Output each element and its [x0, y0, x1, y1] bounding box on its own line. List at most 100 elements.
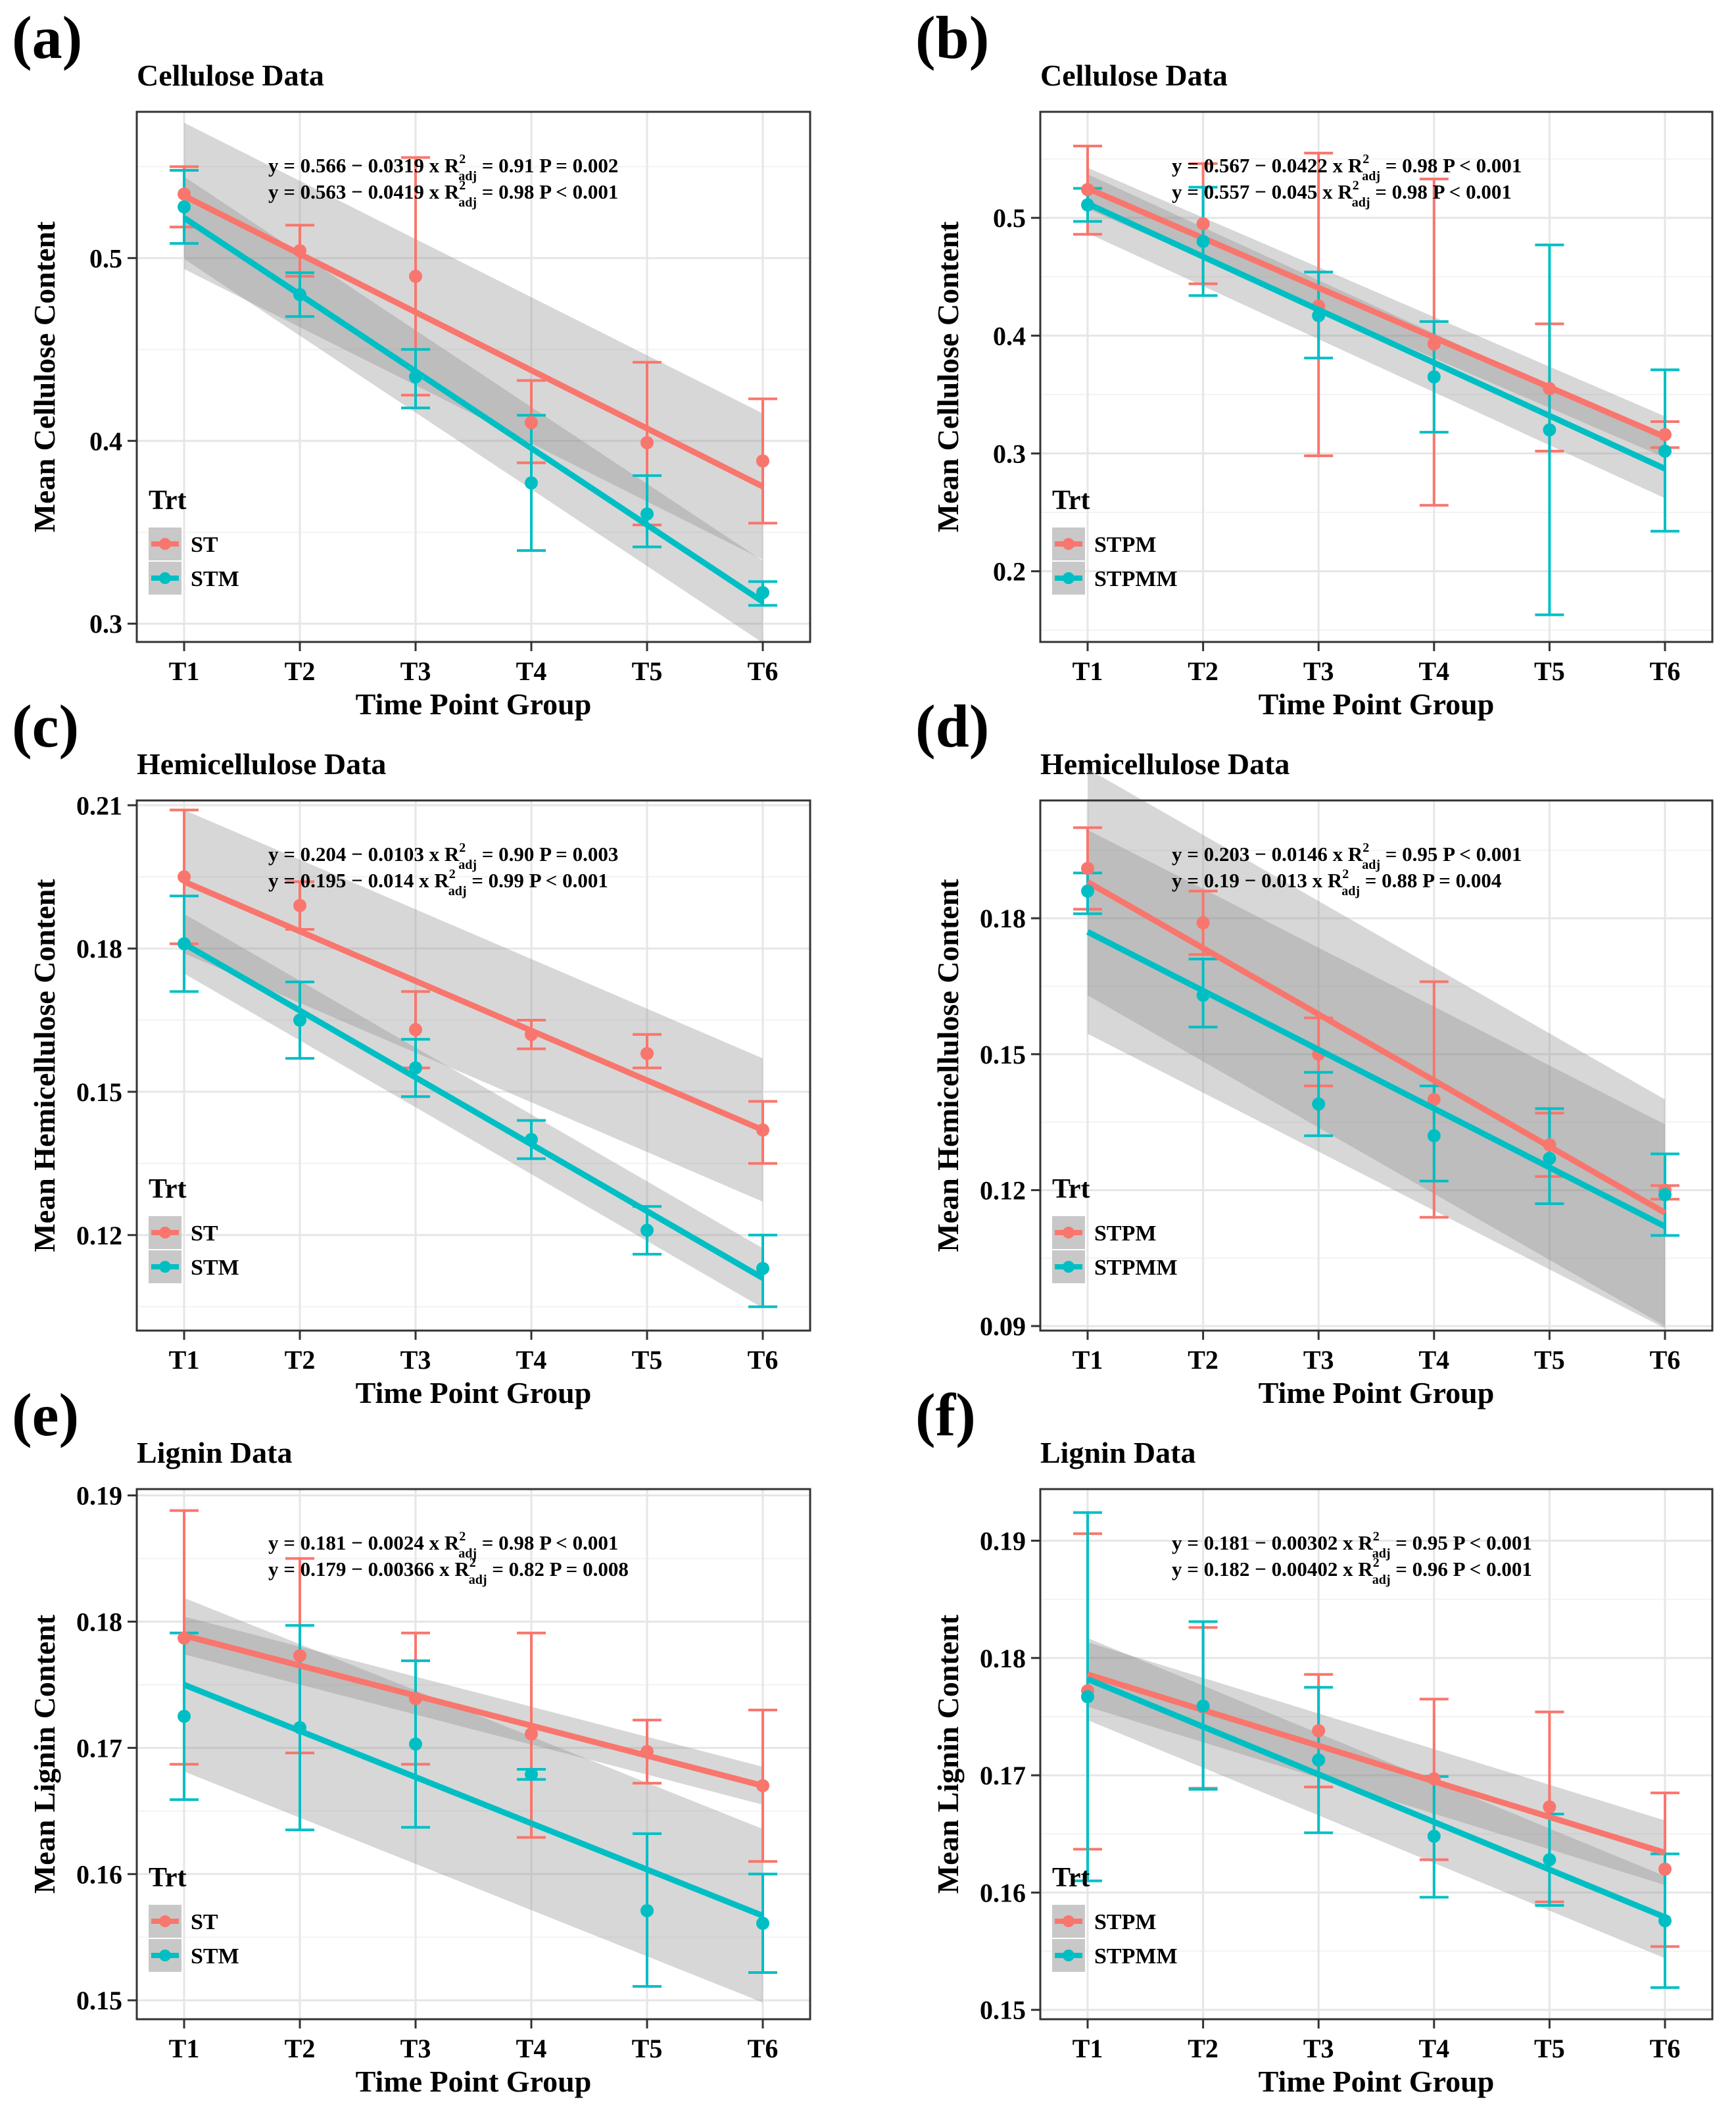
chart-a-point-stm: [409, 370, 422, 383]
chart-c-point-st: [293, 898, 306, 912]
chart-f: (f) Lignin Data 0.15 0.16 0.17 0.18 0.19 T1 T2 T3…: [915, 1381, 1714, 2098]
chart-f-plot-border: [1039, 1488, 1714, 2021]
chart-f-xtick-label: T1: [1073, 2034, 1103, 2063]
chart-e-equation-1: y = 0.181 − 0.0024 x R2 adj = 0.98 P < 0.…: [268, 1529, 618, 1561]
chart-b-xtick-label: T4: [1418, 656, 1449, 686]
chart-d-legend-title: Trt: [1052, 1174, 1090, 1204]
chart-a-point-st: [178, 187, 191, 201]
chart-b-ytick-label: 0.2: [993, 557, 1026, 587]
chart-b-panel-letter: (b): [915, 4, 989, 71]
chart-a-point-stm: [756, 585, 769, 599]
chart-d-legend-label-stpmm: STPMM: [1094, 1256, 1178, 1280]
chart-e-fit-line-stm: [183, 1682, 764, 1919]
chart-d-xtick-label: T5: [1534, 1345, 1565, 1375]
chart-c-y-axis-title: Mean Hemicellulose Content: [28, 879, 61, 1252]
chart-c-point-st: [640, 1046, 654, 1060]
chart-e-point-st: [178, 1631, 191, 1645]
chart-c-point-st: [525, 1027, 538, 1041]
chart-f-xtick-label: T3: [1303, 2034, 1334, 2063]
chart-a-ytick-label: 0.4: [89, 426, 122, 456]
chart-a-equation-1: y = 0.566 − 0.0319 x R2 adj = 0.91 P = 0.…: [268, 152, 618, 184]
chart-f-point-stpmm: [1312, 1753, 1326, 1767]
chart-f-title: Lignin Data: [1040, 1436, 1195, 1469]
chart-c-point-stm: [293, 1014, 306, 1027]
chart-e-xtick-label: T6: [748, 2034, 779, 2063]
chart-d-point-stpmm: [1658, 1188, 1672, 1202]
chart-c-xtick-label: T6: [748, 1345, 779, 1375]
chart-c-legend-dot-stm: [159, 1261, 171, 1273]
chart-d-xtick-label: T2: [1188, 1345, 1218, 1375]
chart-f-xtick-label: T2: [1188, 2034, 1218, 2063]
chart-c-ytick-label: 0.12: [76, 1221, 122, 1250]
chart-a-point-stm: [525, 476, 538, 490]
chart-a-title: Cellulose Data: [137, 59, 324, 92]
chart-d-title: Hemicellulose Data: [1040, 747, 1290, 781]
chart-e-legend-title: Trt: [149, 1863, 187, 1893]
chart-e-xtick-label: T3: [400, 2034, 431, 2063]
chart-b-xtick-label: T2: [1188, 656, 1218, 686]
chart-c-equation-2: y = 0.195 − 0.014 x R2 adj = 0.99 P < 0.0…: [268, 867, 608, 898]
chart-f-xtick-label: T4: [1418, 2034, 1449, 2063]
chart-f-ytick-label: 0.17: [980, 1761, 1026, 1790]
chart-e: (e) Lignin Data 0.15 0.16 0.17 0.18 0.19 T1 T2 T3…: [12, 1381, 811, 2098]
chart-b-ytick-label: 0.4: [993, 321, 1026, 351]
chart-a-legend-label-st: ST: [191, 533, 218, 557]
chart-e-plot-area: [137, 1489, 810, 2019]
chart-a-ytick-label: 0.5: [89, 243, 122, 273]
chart-c-title: Hemicellulose Data: [137, 747, 386, 781]
chart-e-point-stm: [178, 1709, 191, 1723]
chart-c-legend-dot-st: [159, 1227, 171, 1239]
chart-f-ytick-label: 0.18: [980, 1644, 1026, 1673]
chart-d-panel-letter: (d): [915, 693, 989, 760]
chart-a-xtick-label: T4: [516, 656, 547, 686]
chart-a-equation-2: y = 0.563 − 0.0419 x R2 adj = 0.98 P < 0.…: [268, 178, 618, 210]
chart-a-ytick-label: 0.3: [89, 609, 122, 639]
chart-d-point-stpmm: [1427, 1129, 1441, 1142]
chart-c-plot-border: [135, 799, 811, 1332]
chart-d-plot-border: [1039, 799, 1714, 1332]
chart-e-ytick-label: 0.18: [76, 1607, 122, 1637]
chart-e-point-st: [640, 1745, 654, 1759]
chart-d-ytick-label: 0.12: [980, 1175, 1026, 1205]
chart-b-legend-label-stpm: STPM: [1094, 533, 1156, 557]
chart-d-equation-1: y = 0.203 − 0.0146 x R2 adj = 0.95 P < 0.…: [1172, 841, 1522, 872]
chart-f-legend-label-stpmm: STPMM: [1094, 1944, 1178, 1969]
chart-c-fit-line-stm: [182, 941, 765, 1281]
chart-d-fit-line-stpm: [1086, 879, 1667, 1215]
chart-a-point-st: [756, 454, 769, 468]
chart-a-legend-dot-stm: [159, 572, 171, 584]
chart-e-xtick-label: T1: [169, 2034, 200, 2063]
chart-b-point-stpmm: [1658, 444, 1672, 458]
chart-f-y-axis-title: Mean Lignin Content: [931, 1614, 965, 1894]
chart-d-legend-dot-stpm: [1063, 1227, 1074, 1239]
chart-d-point-stpmm: [1081, 884, 1094, 898]
chart-e-panel-letter: (e): [12, 1381, 79, 1448]
chart-c-xtick-label: T5: [632, 1345, 663, 1375]
chart-b-legend-label-stpmm: STPMM: [1094, 567, 1178, 591]
chart-a-xtick-label: T3: [400, 656, 431, 686]
chart-b-equation-2: y = 0.557 − 0.045 x R2 adj = 0.98 P < 0.0…: [1172, 178, 1512, 210]
chart-d-y-axis-title: Mean Hemicellulose Content: [931, 879, 965, 1252]
chart-b-xtick-label: T1: [1073, 656, 1103, 686]
chart-e-point-st: [525, 1727, 538, 1741]
chart-a-xtick-label: T6: [748, 656, 779, 686]
chart-e-ytick-label: 0.15: [76, 1986, 122, 2015]
chart-e-xtick-label: T2: [285, 2034, 316, 2063]
chart-d-x-axis-title: Time Point Group: [1259, 1376, 1495, 1410]
chart-e-point-st: [293, 1649, 306, 1663]
chart-e-ytick-label: 0.19: [76, 1481, 122, 1511]
chart-b-ytick-label: 0.3: [993, 439, 1026, 468]
chart-d: (d) Hemicellulose Data 0.09 0.12 0.15 0.18 T1 T…: [915, 693, 1714, 1410]
chart-a-x-axis-title: Time Point Group: [356, 687, 592, 721]
chart-b-point-stpm: [1081, 183, 1094, 197]
chart-f-point-stpm: [1312, 1724, 1326, 1738]
chart-d-plot-area: [1040, 800, 1712, 1331]
chart-e-ytick-label: 0.16: [76, 1859, 122, 1889]
chart-d-point-stpmm: [1196, 989, 1210, 1002]
chart-f-ytick-label: 0.19: [980, 1526, 1026, 1556]
chart-e-ytick-label: 0.17: [76, 1733, 122, 1763]
chart-a-point-stm: [178, 200, 191, 214]
chart-e-point-st: [409, 1692, 422, 1705]
chart-f-fit-line-stpm: [1086, 1671, 1666, 1856]
